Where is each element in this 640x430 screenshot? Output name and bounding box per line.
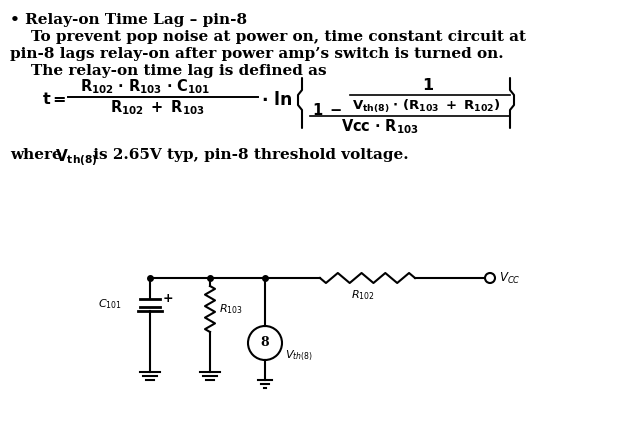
Text: $\mathbf{t=}$: $\mathbf{t=}$ (42, 92, 67, 108)
Text: pin-8 lags relay-on after power amp’s switch is turned on.: pin-8 lags relay-on after power amp’s sw… (10, 47, 504, 61)
Text: 8: 8 (260, 337, 269, 350)
Text: is 2.65V typ, pin-8 threshold voltage.: is 2.65V typ, pin-8 threshold voltage. (88, 148, 408, 162)
Text: The relay-on time lag is defined as: The relay-on time lag is defined as (10, 64, 326, 78)
Text: $\mathbf{1\ -}$: $\mathbf{1\ -}$ (312, 102, 342, 118)
Text: $\mathbf{R_{102}\ {\cdot}\ R_{103}\ {\cdot}\ C_{101}}$: $\mathbf{R_{102}\ {\cdot}\ R_{103}\ {\cd… (80, 78, 210, 96)
Text: $\mathbf{1}$: $\mathbf{1}$ (422, 77, 434, 93)
Text: $C_{101}$: $C_{101}$ (98, 297, 122, 311)
Text: $\mathbf{Vcc\ {\cdot}\ R_{103}}$: $\mathbf{Vcc\ {\cdot}\ R_{103}}$ (341, 118, 419, 136)
Circle shape (485, 273, 495, 283)
Text: $\mathbf{V_{th(8)}}$: $\mathbf{V_{th(8)}}$ (55, 148, 98, 169)
Text: +: + (163, 292, 173, 304)
Text: $\mathbf{{\cdot}\ ln}$: $\mathbf{{\cdot}\ ln}$ (261, 91, 292, 109)
Text: To prevent pop noise at power on, time constant circuit at: To prevent pop noise at power on, time c… (10, 30, 526, 44)
Text: $\mathbf{R_{102}\ +\ R_{103}}$: $\mathbf{R_{102}\ +\ R_{103}}$ (110, 98, 205, 117)
Text: $V_{CC}$: $V_{CC}$ (499, 270, 520, 286)
Text: • Relay-on Time Lag – pin-8: • Relay-on Time Lag – pin-8 (10, 13, 247, 27)
Text: $R_{103}$: $R_{103}$ (219, 302, 243, 316)
Text: $R_{102}$: $R_{102}$ (351, 288, 374, 302)
Text: $\mathbf{V_{th(8)}\ {\cdot}\ (R_{103}\ +\ R_{102})}$: $\mathbf{V_{th(8)}\ {\cdot}\ (R_{103}\ +… (352, 97, 500, 115)
Text: where: where (10, 148, 72, 162)
Text: $V_{th(8)}$: $V_{th(8)}$ (285, 349, 313, 363)
